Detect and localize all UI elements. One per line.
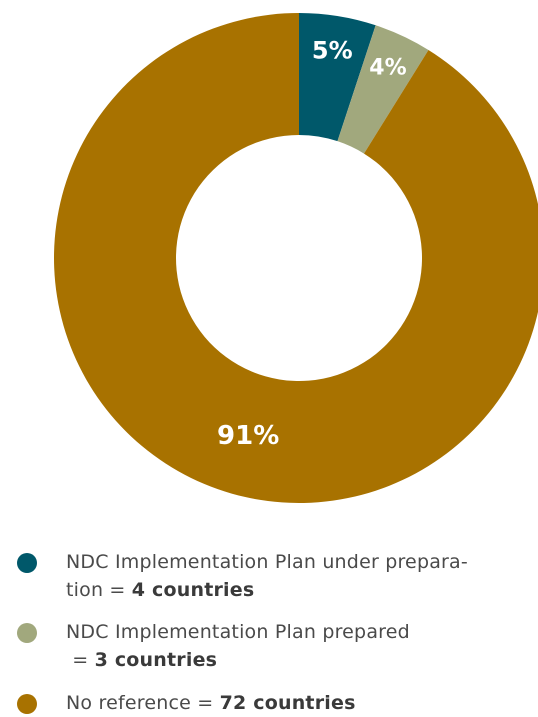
legend-label-prepared: NDC Implementation Plan prepared = 3 cou… [66,618,532,674]
slice-label-under-preparation: 5% [312,37,353,65]
slice-no-reference [54,13,538,503]
slice-label-prepared: 4% [369,55,406,80]
legend-label-line: NDC Implementation Plan prepared [66,621,410,643]
legend-label-line: tion = 4 countries [66,579,255,601]
legend-swatch-prepared [17,623,37,643]
donut-chart: 5% 4% 91% [54,13,538,503]
legend-count: 3 countries [94,649,218,671]
slice-label-no-reference: 91% [217,421,279,451]
legend-label-line: NDC Implementation Plan under prepara- [66,551,468,573]
donut-slices [54,13,538,503]
legend-count: 72 countries [219,692,356,714]
legend-count: 4 countries [131,579,255,601]
legend-label-line: No reference = 72 countries [66,692,356,714]
legend-swatch-under-preparation [17,553,37,573]
legend-swatch-no-reference [17,694,37,714]
slice-prepared [337,25,429,154]
legend-label-no-reference: No reference = 72 countries [66,689,532,717]
slice-labels: 5% 4% 91% [217,37,407,451]
slice-under-preparation [299,13,376,142]
legend-label-line: = 3 countries [66,649,218,671]
legend-label-under-preparation: NDC Implementation Plan under prepara- t… [66,548,532,604]
